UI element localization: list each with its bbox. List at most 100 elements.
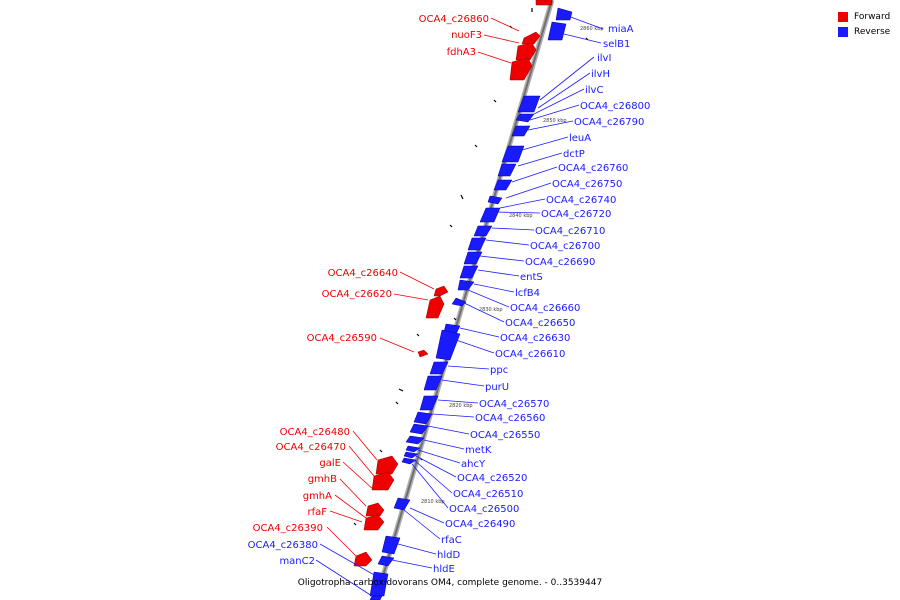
reverse-gene-arrow: [515, 113, 535, 123]
leader-line: [326, 526, 357, 557]
reverse-gene-arrow: [511, 125, 531, 137]
reverse-gene-arrow: [517, 95, 541, 113]
gene-label: leuA: [569, 133, 591, 144]
reverse-gene-arrow: [381, 535, 401, 555]
leader-line: [413, 459, 453, 494]
gene-label: OCA4_c26500: [449, 504, 519, 515]
reverse-gene-arrow: [401, 457, 417, 465]
gene-label: OCA4_c26630: [500, 333, 570, 344]
gene-label: OCA4_c26720: [541, 209, 611, 220]
feature-tick: [474, 144, 478, 148]
gene-label: OCA4_c26590: [307, 333, 377, 344]
gene-label: rfaF: [307, 507, 327, 518]
gene-label: manC2: [279, 556, 315, 567]
legend-reverse-label: Reverse: [854, 26, 891, 37]
reverse-gene-arrow: [403, 451, 419, 459]
forward-gene-arrow: [365, 502, 385, 517]
leader-line: [427, 425, 470, 435]
forward-gene-arrow: [425, 295, 445, 319]
reverse-gene-arrow: [547, 21, 567, 41]
leader-line: [339, 478, 367, 507]
reverse-gene-arrow: [555, 7, 573, 21]
gene-label: OCA4_c26390: [253, 523, 323, 534]
gene-label: gmhB: [308, 474, 337, 485]
leader-line: [403, 509, 441, 540]
gene-label: hldE: [433, 564, 455, 575]
gene-label: nuoF3: [451, 30, 482, 41]
gene-label: OCA4_c26740: [546, 195, 616, 206]
reverse-gene-arrow: [377, 555, 395, 567]
forward-gene-features: [353, 0, 553, 567]
leader-line: [495, 211, 541, 214]
gene-label: OCA4_c26700: [530, 241, 600, 252]
gene-label: OCA4_c26510: [453, 489, 523, 500]
forward-gene-arrow: [535, 0, 553, 6]
gene-label: ppc: [490, 365, 508, 376]
feature-tick: [398, 388, 404, 392]
leader-line: [563, 33, 602, 44]
gene-label: OCA4_c26470: [276, 442, 346, 453]
forward-gene-arrow: [417, 349, 429, 358]
leader-line: [521, 136, 569, 151]
reverse-gene-arrow: [501, 145, 525, 163]
gene-label: rfaC: [441, 535, 462, 546]
reverse-gene-arrow: [369, 595, 383, 600]
leader-line: [461, 301, 505, 323]
forward-leader-lines: [326, 17, 520, 557]
gene-label: OCA4_c26750: [552, 179, 622, 190]
gene-label: dctP: [563, 149, 585, 160]
feature-tick: [493, 99, 497, 103]
leader-line: [499, 198, 546, 209]
leader-line: [483, 34, 520, 44]
leader-line: [477, 51, 512, 64]
reverse-gene-arrow: [369, 571, 389, 597]
leader-line: [527, 120, 574, 131]
leader-line: [539, 56, 595, 101]
leader-line: [315, 559, 373, 597]
leader-line: [411, 463, 449, 509]
kbp-marker-group: 2860 kbp 2850 kbp 2840 kbp 2830 kbp 2820…: [421, 26, 604, 505]
reverse-gene-arrow: [409, 423, 429, 435]
gene-label: ahcY: [461, 459, 486, 470]
gene-label: OCA4_c26660: [510, 303, 580, 314]
gene-label: purU: [485, 382, 509, 393]
forward-gene-arrow: [509, 57, 533, 81]
gene-label: OCA4_c26860: [419, 14, 489, 25]
reverse-gene-arrow: [459, 265, 479, 279]
leader-line: [431, 413, 475, 418]
leader-line: [537, 72, 591, 109]
reverse-gene-arrow: [487, 195, 503, 205]
reverse-gene-arrow: [493, 179, 513, 191]
gene-label: OCA4_c26800: [580, 101, 650, 112]
reverse-gene-arrow: [497, 163, 517, 177]
leader-line: [485, 239, 530, 246]
gene-label: ilvH: [591, 69, 610, 80]
reverse-gene-arrow: [473, 225, 493, 237]
gene-label: galE: [319, 458, 341, 469]
reverse-swatch: [838, 26, 848, 37]
gene-label: fdhA3: [447, 47, 476, 58]
gene-label: miaA: [608, 24, 634, 35]
gene-label: entS: [520, 272, 543, 283]
genome-caption: Oligotropha carboxidovorans OM4, complet…: [297, 578, 603, 588]
gene-label: OCA4_c26560: [475, 413, 545, 424]
leader-line: [319, 543, 377, 577]
leader-line: [409, 507, 445, 524]
gene-label: OCA4_c26380: [248, 540, 318, 551]
feature-tick: [379, 449, 383, 453]
leader-line: [348, 445, 375, 477]
gene-label: OCA4_c26490: [445, 519, 515, 530]
kbp-marker: 2860 kbp: [580, 26, 604, 32]
feature-tick: [453, 317, 457, 321]
kbp-marker: 2810 kbp: [421, 499, 445, 505]
feature-tick: [395, 401, 399, 405]
leader-line: [517, 152, 563, 167]
gene-label: metK: [465, 445, 492, 456]
leader-line: [437, 399, 479, 404]
reverse-gene-labels: miaA selB1 ilvI ilvH ilvC OCA4_c26800 OC…: [433, 24, 650, 575]
reverse-gene-arrow: [405, 445, 421, 453]
kbp-marker: 2820 kbp: [449, 403, 473, 409]
forward-gene-arrow: [363, 514, 385, 531]
reverse-gene-arrow: [405, 435, 425, 445]
